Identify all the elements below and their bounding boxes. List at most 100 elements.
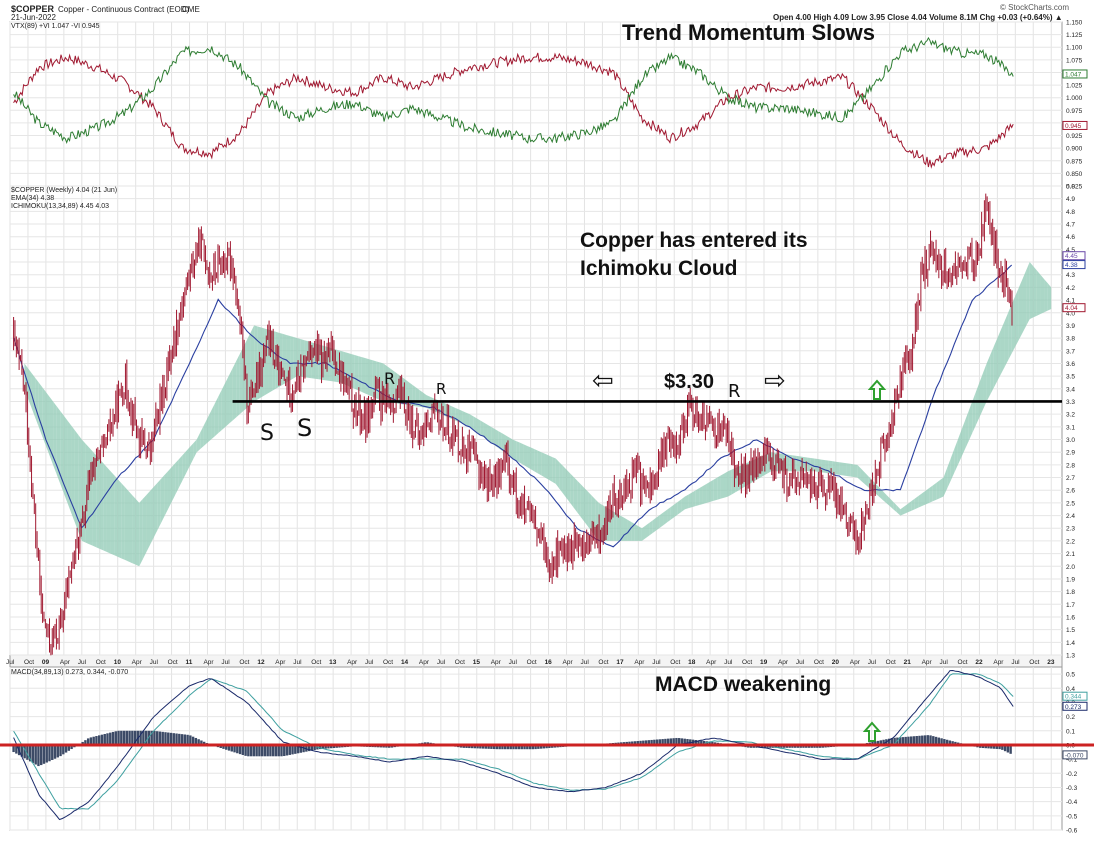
macd-histogram-bar [479, 744, 482, 749]
date-tick-label: 17 [616, 659, 624, 666]
macd-histogram-bar [484, 744, 488, 749]
macd-histogram-bar [686, 739, 689, 745]
green-up-arrow-macd-icon [862, 721, 882, 742]
cloud-bull-segment [537, 450, 542, 476]
macd-histogram-bar [934, 736, 938, 745]
cloud-bull-segment [936, 480, 940, 500]
cloud-bull-segment [534, 449, 538, 474]
cloud-bull-segment [882, 490, 887, 503]
macd-histogram-bar [164, 732, 167, 745]
green-up-arrow-icon [867, 379, 887, 400]
cloud-bull-segment [720, 473, 725, 499]
cloud-bull-segment [947, 458, 951, 489]
date-tick-label: Apr [419, 659, 430, 666]
cloud-bull-segment [555, 458, 560, 489]
price-ytick-label: 3.7 [1066, 348, 1075, 355]
cloud-bull-segment [164, 471, 168, 517]
cloud-bull-segment [807, 457, 811, 472]
cloud-bull-segment [832, 461, 836, 475]
cloud-bull-segment [677, 499, 682, 515]
cloud-bull-segment [541, 452, 545, 478]
date-tick-label: Apr [778, 659, 789, 666]
cloud-bull-segment [842, 462, 847, 476]
cloud-bull-segment [1040, 274, 1045, 315]
macd-histogram-bar [512, 744, 515, 750]
cloud-bull-segment [638, 526, 642, 541]
macd-histogram-bar [639, 740, 642, 745]
macd-histogram-bar [81, 741, 84, 745]
cloud-bull-segment [559, 462, 563, 494]
macd-histogram-bar [34, 744, 37, 765]
macd-histogram-bar [321, 744, 325, 749]
cloud-bull-segment [544, 453, 549, 480]
macd-histogram-bar [45, 744, 48, 763]
date-tick-label: Jul [796, 659, 805, 666]
vortex-value-tag-label: 0.945 [1065, 123, 1082, 130]
cloud-bull-segment [893, 501, 897, 513]
date-tick-label: Oct [311, 659, 321, 666]
macd-histogram-bar [56, 744, 59, 758]
date-tick-label: Oct [957, 659, 967, 666]
price-ytick-label: 3.1 [1066, 424, 1075, 431]
price-ytick-label: 2.5 [1066, 500, 1075, 507]
cloud-bull-segment [71, 425, 75, 522]
cloud-bull-segment [63, 415, 68, 503]
price-ytick-label: 4.1 [1066, 298, 1075, 305]
macd-histogram-bar [984, 744, 987, 749]
vortex-value-tag [1062, 120, 1088, 130]
cloud-bull-segment [889, 498, 894, 510]
date-tick-label: 23 [1047, 659, 1055, 666]
price-ytick-label: 3.6 [1066, 361, 1075, 368]
macd-histogram-bar [628, 741, 631, 745]
cloud-bull-segment [821, 459, 826, 473]
price-ytick-label: 1.3 [1066, 653, 1075, 660]
macd-histogram-bar [302, 744, 305, 753]
macd-histogram-bar [117, 730, 120, 745]
price-ytick-label: 2.8 [1066, 462, 1075, 469]
date-tick-label: Jul [221, 659, 230, 666]
cloud-bull-segment [702, 483, 707, 504]
macd-histogram-bar [910, 736, 913, 745]
cloud-bull-segment [1044, 278, 1048, 313]
cloud-bull-segment [483, 422, 488, 441]
macd-histogram-bar [28, 744, 32, 762]
cloud-bull-segment [1036, 270, 1041, 316]
price-ytick-label: 3.3 [1066, 399, 1075, 406]
macd-histogram-bar [144, 730, 148, 745]
date-tick-label: Apr [275, 659, 286, 666]
date-tick-label: Jul [580, 659, 589, 666]
cloud-bull-segment [670, 504, 675, 520]
macd-histogram-bar [227, 744, 231, 751]
price-ytick-label: 3.2 [1066, 412, 1075, 419]
macd-histogram-bar [186, 734, 189, 745]
cloud-bull-segment [839, 462, 843, 476]
cloud-bull-segment [728, 469, 732, 497]
macd-histogram-bar [15, 744, 18, 754]
date-tick-label: 09 [42, 659, 50, 666]
cloud-bull-segment [31, 372, 36, 418]
macd-histogram-bar [1003, 744, 1007, 752]
macd-histogram-bar [666, 738, 670, 745]
cloud-bull-segment [494, 428, 499, 448]
date-tick-label: Oct [886, 659, 896, 666]
macd-histogram-bar [644, 740, 648, 745]
macd-value-tag [1062, 701, 1088, 711]
macd-histogram-bar [307, 744, 311, 752]
macd-histogram-bar [921, 735, 924, 745]
macd-histogram-bar [683, 738, 686, 745]
cloud-bull-segment [308, 341, 312, 379]
cloud-bull-segment [645, 522, 650, 539]
macd-histogram-bar [89, 737, 93, 745]
macd-histogram-bar [299, 744, 303, 753]
cloud-bull-segment [911, 498, 915, 511]
macd-histogram-bar [249, 744, 253, 757]
cloud-bull-segment [914, 496, 919, 510]
cloud-bull-segment [961, 420, 966, 457]
date-tick-label: Oct [527, 659, 537, 666]
macd-histogram-bar [280, 744, 283, 757]
date-tick-label: Apr [347, 659, 358, 666]
macd-histogram-bar [495, 744, 499, 750]
cloud-bull-segment [458, 409, 463, 424]
cloud-bull-segment [361, 357, 366, 394]
cloud-bull-segment [465, 412, 470, 427]
